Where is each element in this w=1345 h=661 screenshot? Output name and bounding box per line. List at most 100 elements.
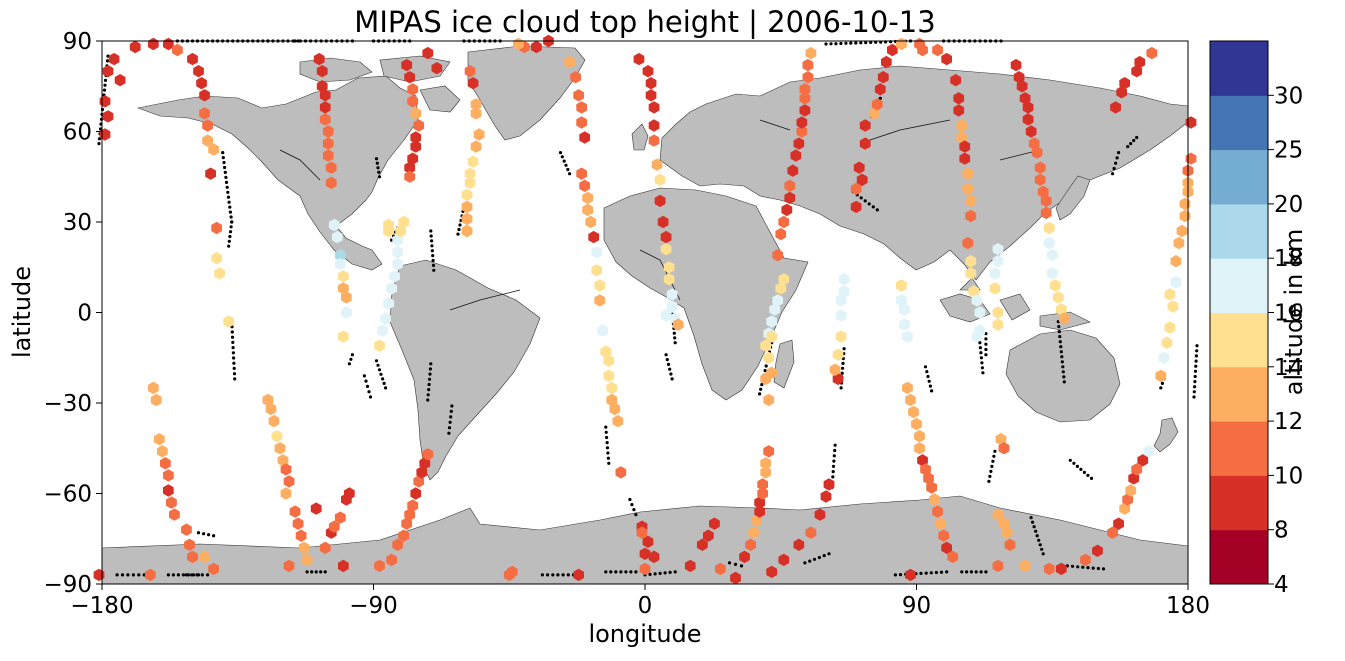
cloud-point	[989, 282, 1001, 295]
no-cloud-dot	[629, 570, 633, 574]
river-lines	[279, 119, 1041, 311]
no-cloud-dot	[546, 573, 550, 577]
cloud-point	[157, 445, 168, 458]
cloud-point	[160, 457, 171, 470]
cloud-point	[1119, 77, 1130, 90]
no-cloud-dot	[979, 351, 983, 355]
cloud-point	[992, 318, 1004, 331]
cloud-point	[992, 306, 1004, 319]
no-cloud-dot	[928, 384, 933, 388]
cloud-point	[377, 324, 388, 337]
cloud-point	[950, 74, 962, 87]
cloud-point	[416, 466, 428, 479]
cloud-point	[793, 538, 805, 551]
cloud-point	[989, 267, 1001, 280]
cloud-point	[709, 517, 720, 530]
cloud-point	[280, 463, 292, 476]
no-cloud-dot	[231, 351, 235, 355]
cloud-point	[102, 110, 114, 123]
no-cloud-dot	[556, 573, 560, 577]
cloud-point	[467, 77, 479, 90]
colorbar-segment	[1210, 149, 1268, 205]
cloud-point	[645, 89, 657, 102]
no-cloud-dot	[934, 570, 939, 575]
no-cloud-dot	[195, 573, 199, 577]
no-cloud-dot	[1062, 375, 1066, 379]
no-cloud-dot	[190, 573, 194, 577]
cloud-point	[1040, 194, 1052, 208]
no-cloud-dot	[824, 42, 828, 46]
no-cloud-dot	[898, 573, 903, 577]
cloud-point	[464, 176, 476, 189]
africa-land	[603, 187, 809, 401]
cloud-point	[899, 303, 910, 316]
cloud-point	[407, 499, 419, 512]
japan-land	[1055, 175, 1091, 221]
no-cloud-dot	[1194, 359, 1198, 363]
no-cloud-dot	[375, 161, 379, 165]
cloud-point	[404, 161, 416, 174]
cloud-point	[1155, 369, 1167, 383]
cloud-point	[663, 261, 675, 274]
cloud-point	[283, 559, 295, 573]
no-cloud-dot	[230, 330, 234, 334]
cloud-point	[992, 559, 1004, 573]
cloud-point	[1113, 517, 1124, 530]
cloud-point	[334, 249, 346, 262]
cloud-point	[965, 209, 977, 223]
no-cloud-dot	[314, 570, 318, 574]
no-cloud-dot	[224, 180, 229, 184]
no-cloud-dot	[426, 393, 430, 397]
no-cloud-dot	[428, 372, 432, 376]
no-cloud-dot	[350, 353, 354, 357]
cloud-point	[163, 469, 174, 482]
cloud-point	[193, 65, 204, 78]
no-cloud-dot	[206, 573, 210, 577]
cloud-point	[271, 430, 283, 443]
no-cloud-dot	[842, 347, 846, 351]
no-cloud-dot	[670, 377, 674, 381]
colorbar-segment	[1210, 475, 1268, 531]
no-cloud-dot	[427, 388, 431, 392]
no-cloud-dot	[1101, 567, 1106, 571]
no-cloud-dot	[1060, 355, 1064, 359]
cloud-point	[935, 517, 946, 530]
arctic-islands	[299, 55, 461, 113]
cloud-point	[838, 273, 850, 286]
no-cloud-dot	[833, 443, 837, 447]
colorbar-tick-label: 30	[1274, 83, 1303, 109]
cloud-point	[1134, 55, 1146, 69]
cloud-point	[410, 107, 422, 120]
no-cloud-dot	[230, 220, 234, 224]
cloud-point	[187, 550, 198, 564]
no-cloud-dot	[1096, 566, 1100, 571]
cloud-point	[1143, 445, 1155, 458]
cloud-point	[108, 52, 120, 66]
cloud-point	[579, 131, 590, 144]
cloud-point	[1043, 562, 1055, 576]
no-cloud-dot	[833, 448, 837, 453]
no-cloud-dot	[432, 268, 436, 272]
cloud-point	[648, 101, 660, 114]
cloud-point	[760, 466, 771, 479]
cloud-point	[998, 442, 1010, 455]
cloud-point	[265, 402, 277, 416]
coastline-details	[279, 119, 1041, 311]
cloud-point	[763, 393, 775, 407]
colorbar-segment	[1210, 41, 1268, 96]
cloud-point	[392, 246, 403, 259]
cloud-point	[591, 264, 603, 277]
no-cloud-dot	[103, 78, 108, 82]
cloud-point	[645, 77, 657, 90]
no-cloud-dot	[849, 41, 853, 45]
no-cloud-dot	[1112, 166, 1116, 171]
cloud-point	[1131, 463, 1143, 476]
cloud-point	[506, 565, 518, 579]
cloud-point	[953, 92, 965, 105]
cloud-point	[597, 324, 609, 337]
cloud-point	[341, 291, 352, 304]
cloud-point	[932, 505, 943, 518]
cloud-point	[1107, 526, 1118, 539]
cloud-point	[672, 318, 684, 331]
cloud-point	[796, 125, 808, 138]
